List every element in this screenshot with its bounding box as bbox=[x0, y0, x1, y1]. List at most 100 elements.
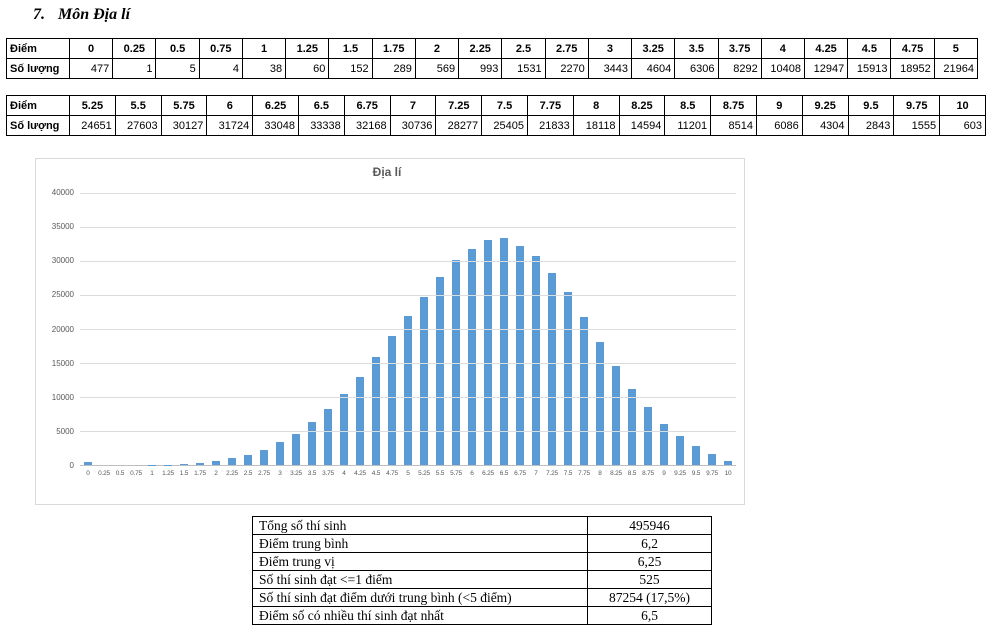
x-axis-tick-label: 1 bbox=[150, 470, 154, 477]
score-header-cell: 8 bbox=[572, 95, 620, 116]
count-cell: 4604 bbox=[631, 58, 676, 79]
x-axis-tick-label: 4.25 bbox=[354, 470, 366, 477]
count-cell: 569 bbox=[414, 58, 460, 79]
gridline bbox=[80, 295, 736, 296]
x-axis-tick-label: 6.75 bbox=[514, 470, 526, 477]
bar-slot bbox=[352, 193, 368, 465]
summary-statistics-table: Tổng số thí sinh 495946 Điểm trung bình 6,2… bbox=[252, 516, 712, 625]
bar-slot bbox=[560, 193, 576, 465]
x-axis-tick-label: 8.75 bbox=[642, 470, 654, 477]
x-axis-tick-label: 5.25 bbox=[418, 470, 430, 477]
summary-value-cell: 87254 (17,5%) bbox=[587, 588, 712, 607]
count-cell: 1 bbox=[112, 58, 157, 79]
bar bbox=[436, 277, 444, 465]
bar-slot bbox=[576, 193, 592, 465]
bar-slot bbox=[656, 193, 672, 465]
plot-area bbox=[80, 193, 736, 466]
bar bbox=[356, 376, 364, 465]
y-axis-tick-label: 30000 bbox=[51, 256, 74, 266]
y-axis-tick-label: 40000 bbox=[51, 188, 74, 197]
count-cell: 21833 bbox=[526, 115, 574, 136]
bar bbox=[468, 249, 476, 465]
x-axis-tick-label: 10 bbox=[724, 470, 732, 477]
score-header-cell: 3.5 bbox=[674, 38, 719, 59]
y-axis-tick-label: 5000 bbox=[56, 426, 74, 436]
bar-slot bbox=[704, 193, 720, 465]
y-axis: 0 5000 10000 15000 20000 25000 30000 35000 40000 bbox=[38, 189, 80, 470]
score-header-cell: 8.25 bbox=[618, 95, 666, 116]
count-cell: 4304 bbox=[801, 115, 849, 136]
score-header-cell: 2.75 bbox=[544, 38, 589, 59]
bar bbox=[212, 461, 220, 465]
x-axis-tick-label: 8.25 bbox=[610, 470, 622, 477]
count-cell: 14594 bbox=[618, 115, 666, 136]
summary-label-cell: Tổng số thí sinh bbox=[252, 516, 588, 535]
bar-slot bbox=[544, 193, 560, 465]
score-header-cell: 9.75 bbox=[893, 95, 941, 116]
bar-slot bbox=[128, 193, 144, 465]
count-cell: 31724 bbox=[206, 115, 254, 136]
summary-row: Số thí sinh đạt <=1 điểm 525 bbox=[252, 570, 712, 589]
bar bbox=[308, 422, 316, 465]
bar-slot bbox=[416, 193, 432, 465]
bar bbox=[196, 463, 204, 465]
bar bbox=[452, 260, 460, 465]
score-header-cell: 3.25 bbox=[631, 38, 676, 59]
summary-label-cell: Điểm trung bình bbox=[252, 534, 588, 553]
bar bbox=[244, 454, 252, 465]
count-cell: 24651 bbox=[69, 115, 116, 136]
x-axis-tick-label: 3.75 bbox=[322, 470, 334, 477]
score-header-cell: 0.75 bbox=[198, 38, 243, 59]
bar-slot bbox=[528, 193, 544, 465]
bar bbox=[260, 449, 268, 465]
y-axis-tick-label: 25000 bbox=[51, 290, 74, 300]
bar bbox=[660, 423, 668, 465]
score-header-cell: 5.75 bbox=[160, 95, 208, 116]
count-cell: 25405 bbox=[481, 115, 528, 136]
count-row-label: Số lượng bbox=[6, 58, 70, 79]
score-header-cell: 1.5 bbox=[328, 38, 373, 59]
bar-slot bbox=[512, 193, 528, 465]
bar bbox=[180, 463, 188, 465]
bar-slot bbox=[240, 193, 256, 465]
count-cell: 152 bbox=[328, 58, 373, 79]
count-cell: 5 bbox=[155, 58, 200, 79]
bar-series bbox=[80, 193, 736, 465]
bar-slot bbox=[608, 193, 624, 465]
bar bbox=[484, 240, 492, 465]
score-header-cell: 8.75 bbox=[710, 95, 757, 116]
score-header-cell: 5.25 bbox=[69, 95, 116, 116]
bar bbox=[516, 246, 524, 465]
bar-slot bbox=[272, 193, 288, 465]
x-axis-tick-label: 4.5 bbox=[371, 470, 381, 477]
x-axis-tick-label: 8 bbox=[598, 470, 602, 477]
x-axis-tick-label: 5 bbox=[406, 470, 410, 477]
count-cell: 28277 bbox=[435, 115, 483, 136]
score-row: Điểm 5.25 5.5 5.75 6 6.25 6.5 6.75 7 7.25 7.5 7.75 8… bbox=[6, 95, 986, 116]
bar-slot bbox=[592, 193, 608, 465]
bar-slot bbox=[288, 193, 304, 465]
gridline bbox=[80, 363, 736, 364]
chart-title: Địa lí bbox=[372, 165, 402, 179]
score-header-cell: 5.5 bbox=[114, 95, 162, 116]
count-cell: 15913 bbox=[847, 58, 892, 79]
x-axis-tick-label: 7 bbox=[534, 470, 538, 477]
score-row-label: Điểm bbox=[6, 38, 70, 59]
count-cell: 2270 bbox=[544, 58, 589, 79]
score-header-cell: 5 bbox=[933, 38, 979, 59]
score-header-cell: 9.25 bbox=[801, 95, 849, 116]
count-cell: 2843 bbox=[847, 115, 895, 136]
gridline bbox=[80, 397, 736, 398]
count-cell: 10408 bbox=[760, 58, 805, 79]
count-cell: 60 bbox=[285, 58, 330, 79]
bar bbox=[532, 256, 540, 465]
score-header-cell: 0.25 bbox=[112, 38, 157, 59]
summary-row: Điểm trung bình 6,2 bbox=[252, 534, 712, 553]
bar-slot bbox=[144, 193, 160, 465]
summary-value-cell: 495946 bbox=[587, 516, 712, 535]
x-axis-tick-label: 3 bbox=[278, 470, 282, 477]
x-axis-tick-label: 0 bbox=[86, 470, 90, 477]
bar-slot bbox=[384, 193, 400, 465]
bar bbox=[340, 394, 348, 465]
score-header-cell: 6.25 bbox=[252, 95, 299, 116]
